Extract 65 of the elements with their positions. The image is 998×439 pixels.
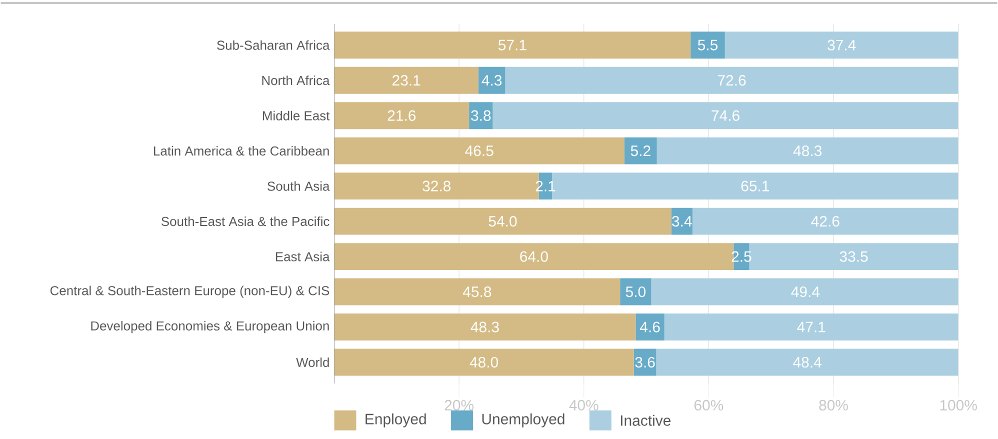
bar <box>334 66 478 94</box>
bar <box>664 313 958 340</box>
legend-label: Inactive <box>620 414 671 426</box>
data-label: 57.1 <box>498 40 526 50</box>
data-label: 48.0 <box>470 356 498 368</box>
bar <box>334 137 624 164</box>
y-tick-label: South Asia <box>268 181 330 191</box>
bar <box>469 102 493 129</box>
bar <box>651 278 958 306</box>
data-label: 48.3 <box>793 145 822 156</box>
bar <box>656 137 958 164</box>
bar <box>334 102 470 129</box>
bar <box>478 66 506 94</box>
bar <box>636 313 664 340</box>
y-tick-label: Middle East <box>262 110 330 120</box>
data-label: 5.0 <box>626 286 646 297</box>
y-tick-label: Developed Economies & European Union <box>91 320 329 333</box>
data-label: 37.4 <box>828 40 856 50</box>
legend-label: Unemployed <box>482 413 564 428</box>
data-label: 23.1 <box>392 74 420 86</box>
y-tick-label: Central & South-Eastern Europe (non-EU) & CIS <box>50 286 330 298</box>
data-label: 32.8 <box>422 180 451 192</box>
data-label: 72.6 <box>718 74 746 86</box>
data-label: 46.5 <box>465 145 494 156</box>
bar <box>724 31 958 58</box>
y-tick-label: Latin America & the Caribbean <box>154 146 329 156</box>
data-label: 5.5 <box>698 40 718 50</box>
data-label: 54.0 <box>488 216 517 226</box>
data-label: 64.0 <box>520 251 548 262</box>
bar <box>620 278 652 306</box>
data-label: 42.6 <box>811 216 840 226</box>
y-tick-label: North Africa <box>262 75 330 85</box>
y-tick-label: East Asia <box>276 252 330 262</box>
data-label: 74.6 <box>712 110 740 121</box>
bar <box>671 208 692 235</box>
data-label: 4.6 <box>640 322 660 332</box>
bar <box>656 348 958 376</box>
bar <box>690 31 725 58</box>
data-label: 47.1 <box>797 322 826 332</box>
bar <box>334 278 620 306</box>
bar <box>334 348 634 376</box>
data-label: 3.8 <box>471 110 491 121</box>
bar <box>692 208 958 235</box>
data-label: 65.1 <box>741 180 770 192</box>
y-tick-label: South-East Asia & the Pacific <box>161 216 330 226</box>
data-label: 5.2 <box>630 145 650 156</box>
data-label: 3.4 <box>672 216 692 226</box>
bar <box>505 66 958 94</box>
data-label: 4.3 <box>482 74 502 86</box>
data-label: 49.4 <box>791 286 820 297</box>
bar <box>334 31 691 58</box>
bar <box>624 137 657 164</box>
data-label: 33.5 <box>840 251 868 262</box>
bar <box>492 102 958 129</box>
data-label: 21.6 <box>388 110 416 121</box>
bar <box>334 208 672 235</box>
data-label: 48.3 <box>470 322 499 332</box>
data-label: 48.4 <box>793 356 822 368</box>
y-tick-label: Sub-Saharan Africa <box>217 40 330 50</box>
bar <box>634 348 656 376</box>
data-label: 3.6 <box>635 356 655 368</box>
bar <box>334 313 636 340</box>
legend-label: Enployed <box>366 413 426 428</box>
data-label: 45.8 <box>462 286 492 297</box>
y-tick-label: World <box>296 357 329 367</box>
